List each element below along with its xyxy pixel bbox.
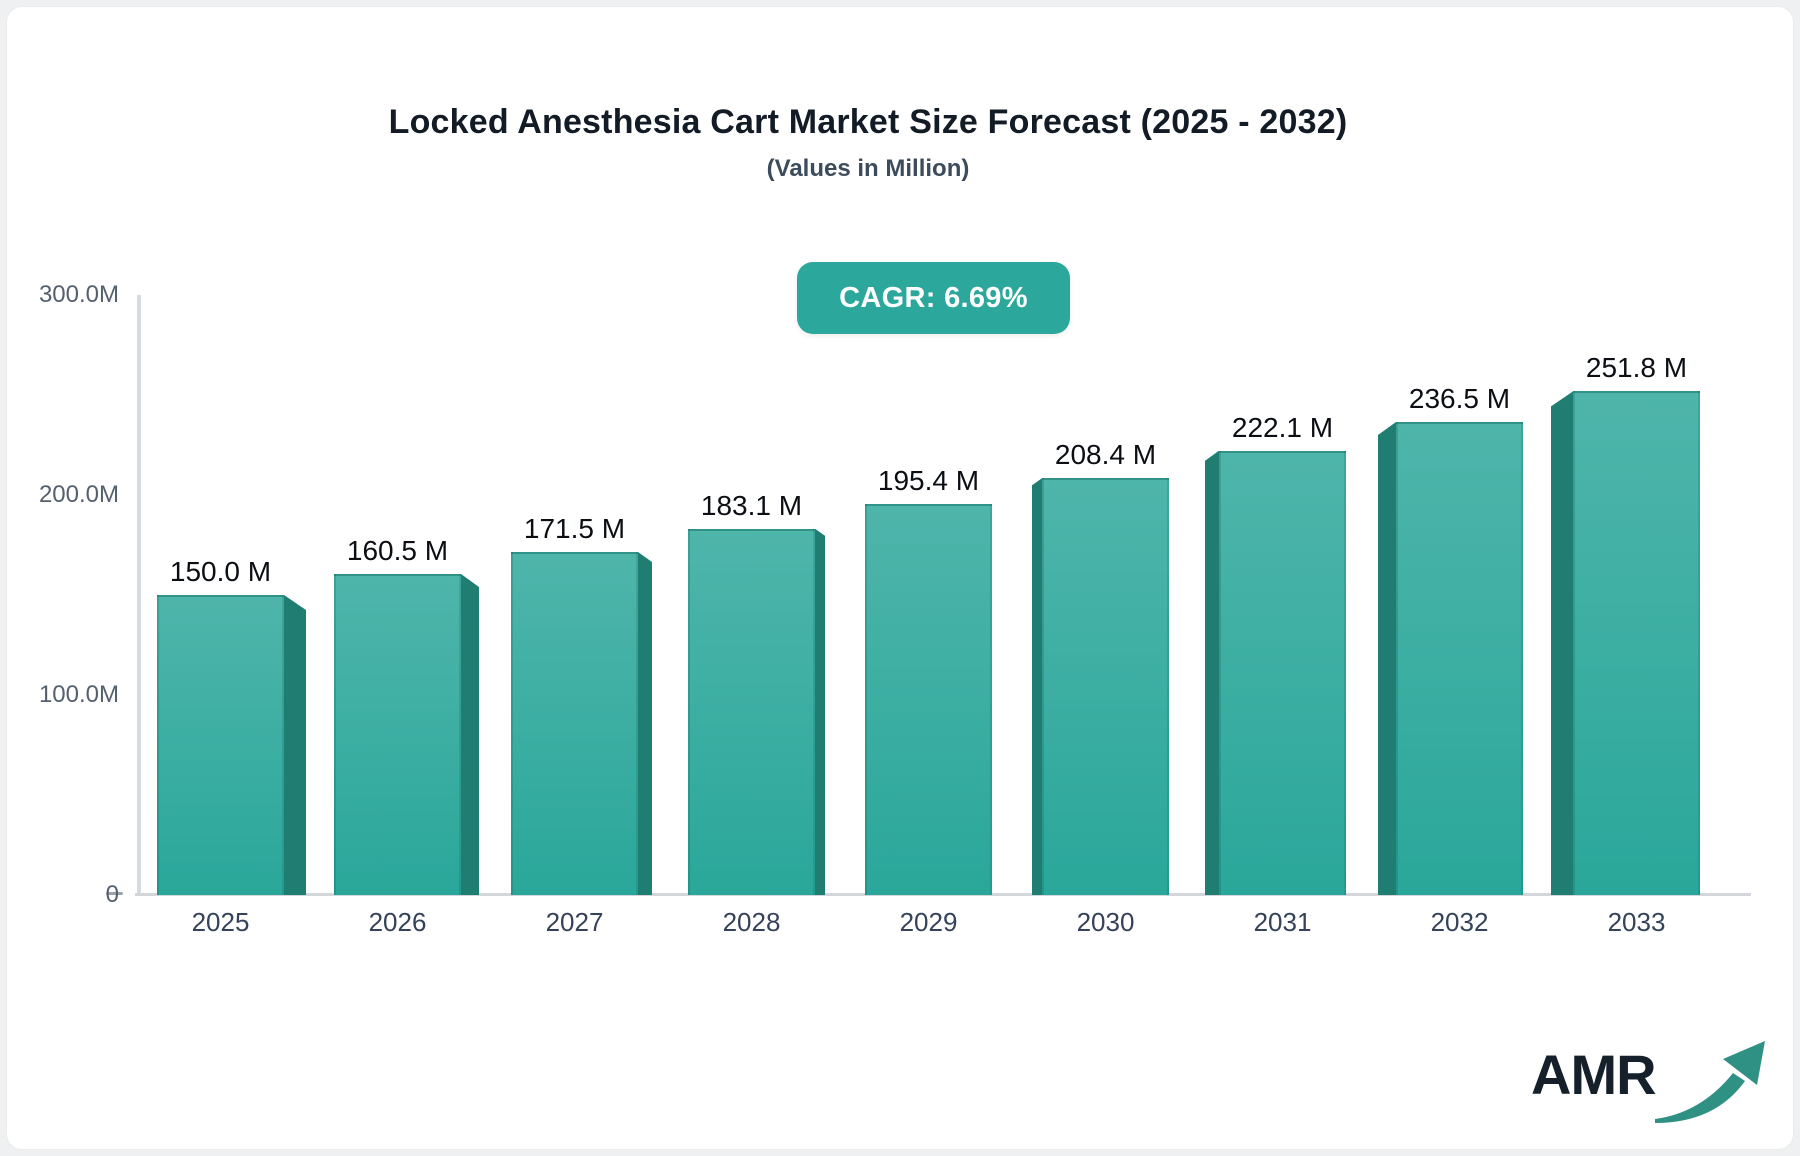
amr-logo-text: AMR bbox=[1531, 1043, 1657, 1106]
bar-value-label: 236.5 M bbox=[1408, 383, 1511, 414]
x-category-label: 2029 bbox=[899, 907, 958, 937]
x-category-label: 2026 bbox=[368, 907, 427, 937]
bar-value-label: 171.5 M bbox=[523, 513, 626, 544]
bar-value-label: 150.0 M bbox=[169, 556, 272, 587]
cagr-badge: CAGR: 6.69% bbox=[797, 262, 1070, 334]
bar-2026[interactable] bbox=[334, 574, 461, 895]
bar-value-label: 251.8 M bbox=[1585, 352, 1688, 384]
amr-logo: AMR bbox=[1531, 1037, 1765, 1133]
x-category-label: 2025 bbox=[191, 907, 250, 937]
bar-2025[interactable] bbox=[157, 595, 284, 895]
bar-2032[interactable] bbox=[1396, 422, 1523, 895]
bar-value-label: 160.5 M bbox=[346, 535, 449, 566]
bar-2031[interactable] bbox=[1219, 450, 1346, 895]
bar-3d-side bbox=[284, 595, 306, 895]
x-category-label: 2032 bbox=[1430, 907, 1489, 937]
bar-value-label: 222.1 M bbox=[1231, 411, 1334, 443]
growth-arrow-icon bbox=[1653, 1037, 1773, 1134]
bar-3d-side bbox=[815, 528, 825, 895]
y-axis-line bbox=[137, 295, 141, 895]
bar-2027[interactable] bbox=[511, 552, 638, 895]
x-category-label: 2027 bbox=[545, 907, 604, 937]
bar-2029[interactable] bbox=[865, 504, 992, 895]
bar-2028[interactable] bbox=[688, 528, 815, 895]
chart-card: Locked Anesthesia Cart Market Size Forec… bbox=[6, 6, 1794, 1150]
x-category-label: 2030 bbox=[1076, 907, 1135, 937]
bar-3d-side bbox=[461, 574, 479, 895]
bar-value-label: 183.1 M bbox=[700, 489, 803, 521]
bar-2033[interactable] bbox=[1573, 391, 1700, 895]
x-category-label: 2033 bbox=[1607, 907, 1666, 937]
y-tick-label: 300.0M bbox=[38, 281, 119, 308]
y-tick-label: 200.0M bbox=[38, 481, 119, 508]
bar-2030[interactable] bbox=[1042, 478, 1169, 895]
bar-value-label: 208.4 M bbox=[1054, 439, 1157, 471]
zero-tick-mark bbox=[106, 892, 123, 895]
x-category-label: 2031 bbox=[1253, 907, 1312, 937]
y-tick-label: 0 bbox=[105, 881, 119, 908]
bar-3d-side bbox=[1205, 450, 1219, 895]
bar-3d-side bbox=[1378, 422, 1396, 895]
chart-subtitle: (Values in Million) bbox=[766, 155, 970, 182]
bar-3d-side bbox=[1032, 478, 1042, 895]
bar-value-label: 195.4 M bbox=[877, 465, 980, 497]
y-tick-label: 100.0M bbox=[38, 681, 119, 708]
bar-3d-side bbox=[638, 552, 652, 895]
x-category-label: 2028 bbox=[722, 907, 781, 937]
chart-title: Locked Anesthesia Cart Market Size Forec… bbox=[388, 103, 1348, 141]
bar-3d-side bbox=[1551, 391, 1573, 895]
